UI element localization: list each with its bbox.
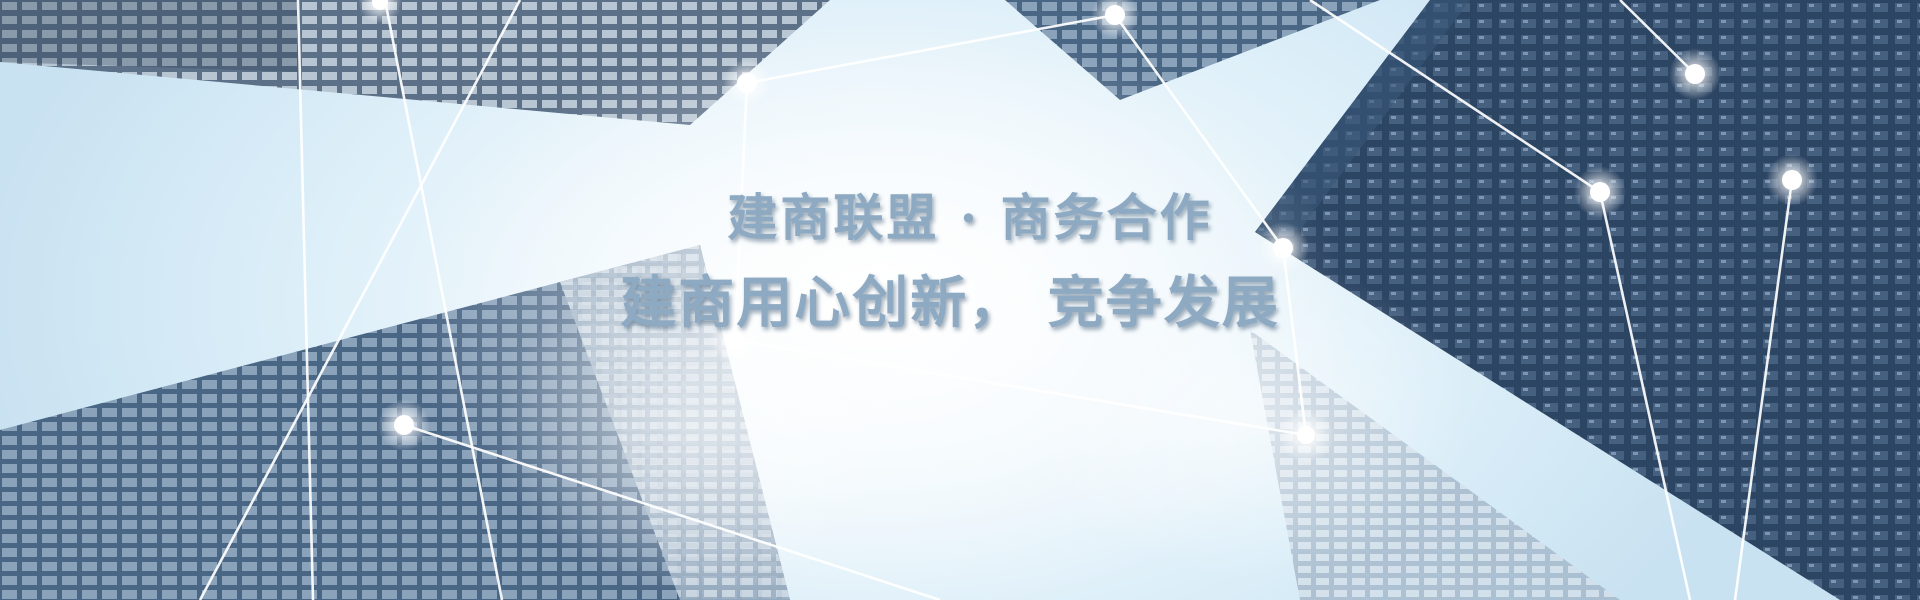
network-nodes [358,0,1818,463]
network-lines [198,0,1794,600]
building-right [1255,0,1920,600]
slogan-line-1: 建商联盟 · 商务合作 [727,188,1213,247]
slogan-line-2: 建商用心创新， 竞争发展 [620,270,1280,336]
